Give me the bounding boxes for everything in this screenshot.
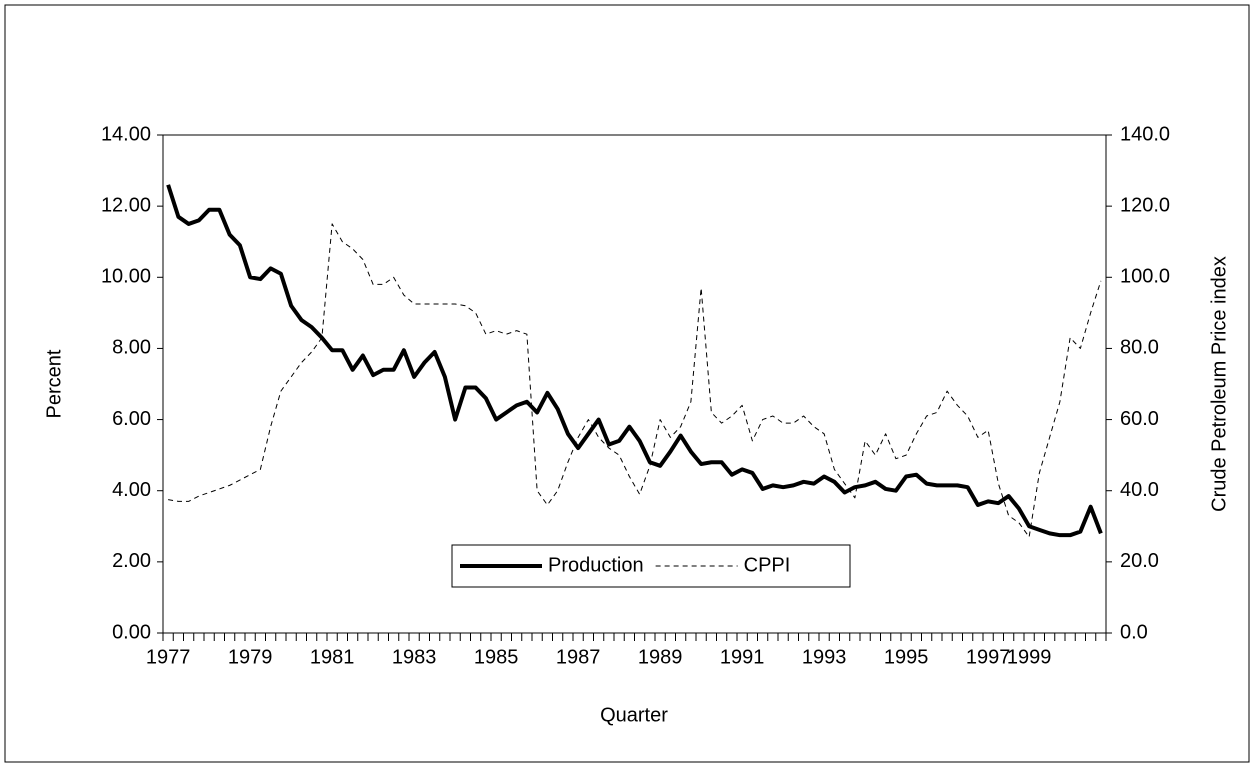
x-tick-label: 1991 [720,646,765,668]
x-tick-label: 1983 [392,646,437,668]
y-tick-label: 6.00 [112,408,151,430]
y-tick-label: 14.00 [101,123,151,145]
legend-label: CPPI [744,554,791,576]
chart-border [4,4,1250,763]
x-tick-label: 1981 [310,646,355,668]
x-tick-label: 1987 [556,646,601,668]
y2-tick-label: 140.0 [1120,123,1170,145]
legend-box [451,544,851,588]
y2-tick-label: 60.0 [1120,408,1159,430]
x-tick-label: 1979 [228,646,273,668]
y-axis-title: Percent [43,349,65,418]
y2-tick-label: 20.0 [1120,550,1159,572]
y2-tick-label: 40.0 [1120,479,1159,501]
y-tick-label: 4.00 [112,479,151,501]
y-tick-label: 10.00 [101,266,151,288]
y-tick-label: 12.00 [101,194,151,216]
y2-tick-label: 0.0 [1120,621,1148,643]
series-line [166,184,1103,538]
x-tick-label: 1977 [146,646,191,668]
y-tick-label: 2.00 [112,550,151,572]
x-axis-title: Quarter [600,704,668,726]
x-tick-label: 1985 [474,646,519,668]
series-line [168,223,1102,538]
y2-tick-label: 120.0 [1120,194,1170,216]
y2-tick-label: 80.0 [1120,337,1159,359]
x-tick-label: 1997 [966,646,1011,668]
legend-label: Production [548,554,644,576]
y-tick-label: 8.00 [112,337,151,359]
x-tick-label: 1989 [638,646,683,668]
x-tick-label: 1993 [802,646,847,668]
y2-axis-title: Crude Petroleum Price index [1208,256,1230,512]
x-tick-label: 1995 [884,646,929,668]
y2-tick-label: 100.0 [1120,266,1170,288]
x-tick-label: 1999 [1007,646,1052,668]
y-tick-label: 0.00 [112,621,151,643]
